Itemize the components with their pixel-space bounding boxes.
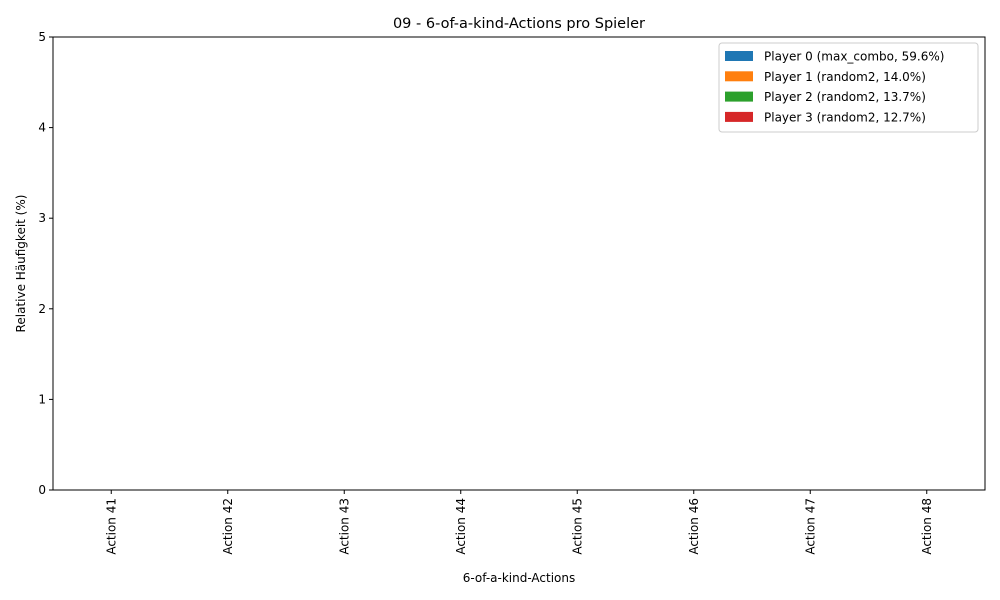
legend-swatch — [725, 71, 753, 82]
legend-label: Player 0 (max_combo, 59.6%) — [764, 50, 944, 64]
y-tick-label: 0 — [38, 483, 46, 497]
y-tick-label: 2 — [38, 302, 46, 316]
x-tick-label: Action 46 — [687, 498, 701, 555]
y-tick-label: 4 — [38, 121, 46, 135]
legend-label: Player 3 (random2, 12.7%) — [764, 110, 926, 124]
y-axis: 0 1 2 3 4 5 — [38, 30, 53, 497]
x-tick-label: Action 48 — [920, 498, 934, 555]
y-axis-label: Relative Häufigkeit (%) — [14, 195, 28, 333]
x-tick-label: Action 43 — [337, 498, 351, 555]
legend-swatch — [725, 91, 753, 102]
x-tick-label: Action 47 — [803, 498, 817, 555]
y-tick-label: 1 — [38, 392, 46, 406]
y-tick-label: 5 — [38, 30, 46, 44]
plot-frame — [52, 36, 986, 491]
legend-swatch — [725, 111, 753, 122]
x-tick-label: Action 41 — [104, 498, 118, 555]
x-axis-label: 6-of-a-kind-Actions — [463, 571, 576, 585]
legend-label: Player 1 (random2, 14.0%) — [764, 70, 926, 84]
x-tick-label: Action 42 — [221, 498, 235, 555]
legend-frame — [718, 42, 979, 133]
legend-swatch — [725, 51, 753, 61]
legend: Player 0 (max_combo, 59.6%) Player 1 (ran… — [718, 42, 979, 133]
y-tick-label: 3 — [38, 211, 46, 225]
legend-label: Player 2 (random2, 13.7%) — [764, 90, 926, 104]
x-tick-label: Action 44 — [454, 498, 468, 555]
x-axis: Action 41 Action 42 Action 43 Action 44 Acti… — [104, 490, 934, 555]
chart-title: 09 - 6-of-a-kind-Actions pro Spieler — [393, 16, 645, 32]
x-tick-label: Action 45 — [570, 498, 584, 555]
